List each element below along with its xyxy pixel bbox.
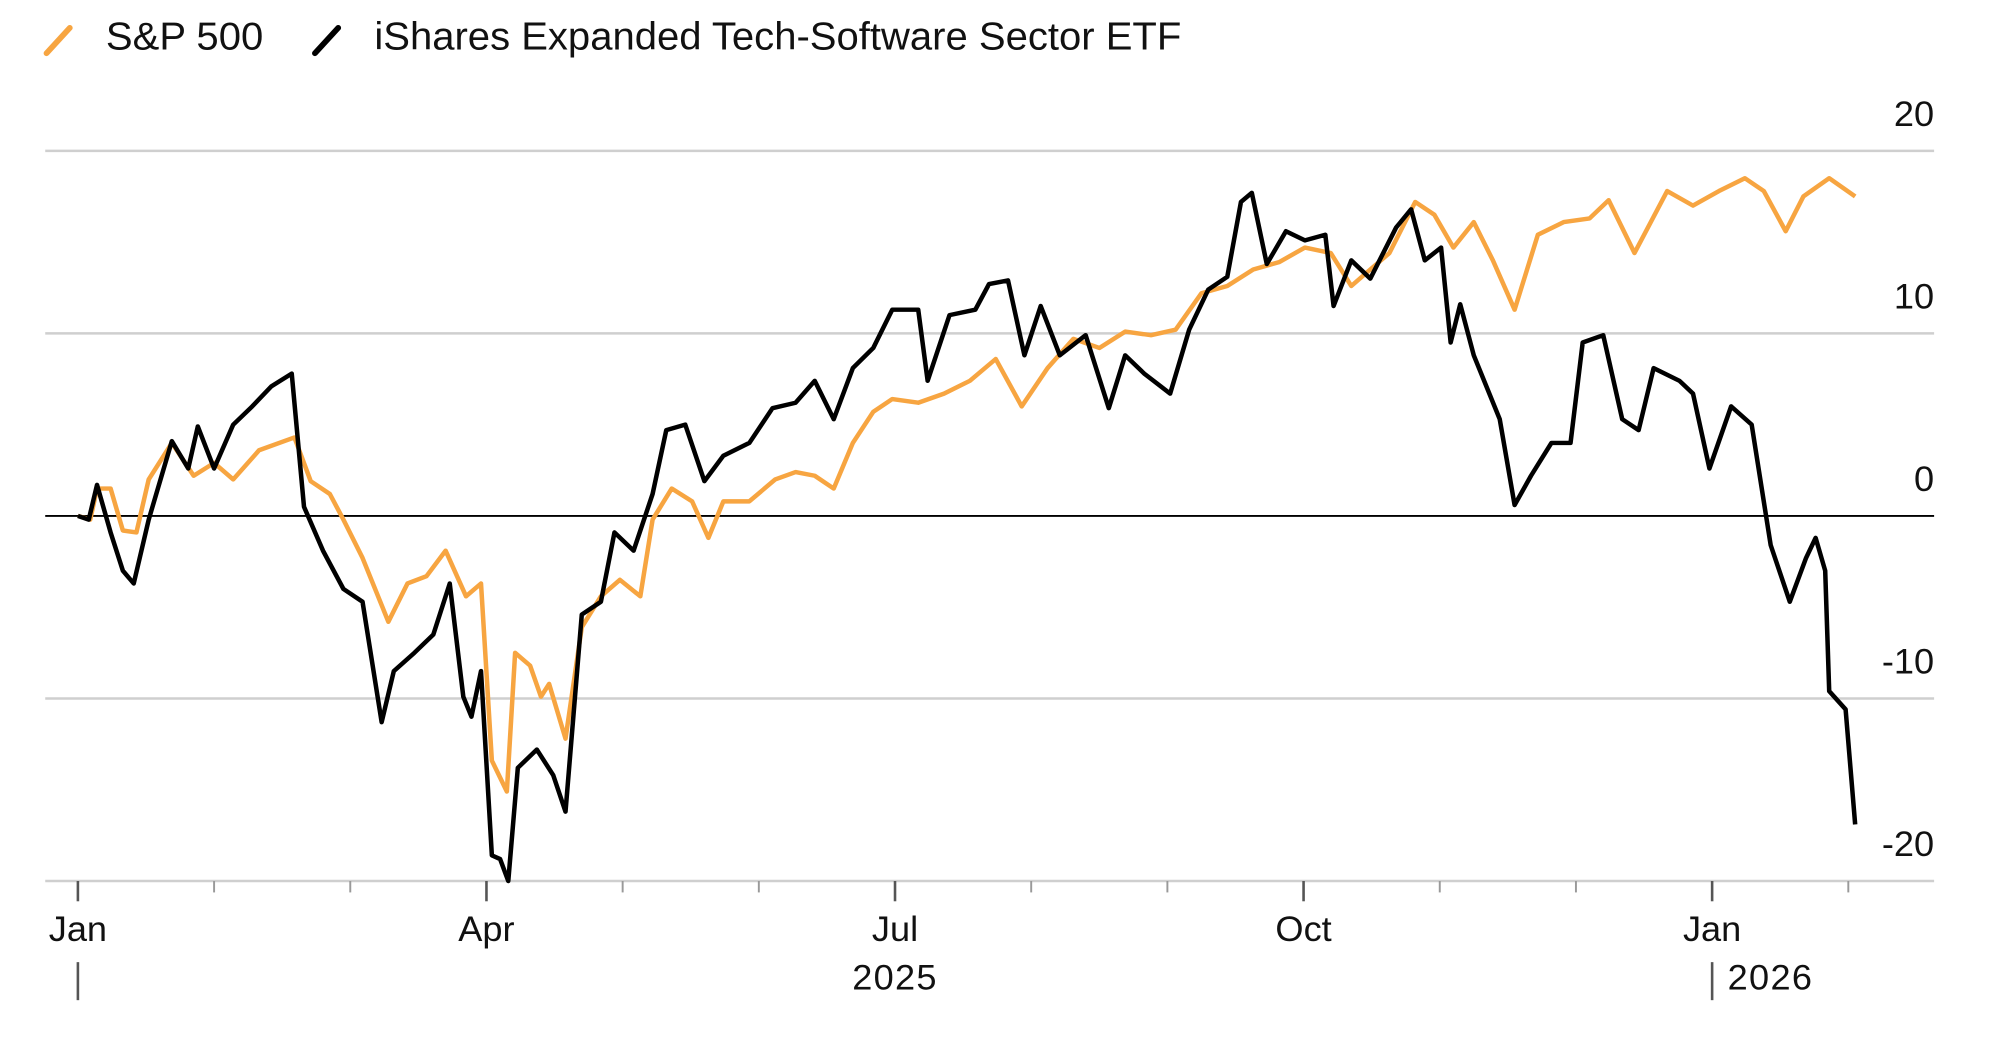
x-tick-label: Apr [458, 909, 514, 949]
year-label: 2026 [1728, 958, 1814, 998]
x-tick-label: Jan [49, 909, 107, 949]
legend-label: iShares Expanded Tech-Software Sector ET… [374, 15, 1181, 59]
legend-label: S&P 500 [106, 15, 263, 59]
y-tick-label: 0 [1914, 459, 1934, 499]
year-label: 2025 [852, 958, 938, 998]
legend-swatch [43, 25, 73, 57]
series-line [77, 190, 1858, 884]
x-tick-label: Jan [1683, 909, 1741, 949]
x-tick-label: Jul [872, 909, 918, 949]
y-tick-label: 20 [1894, 94, 1934, 134]
series-line [77, 176, 1857, 794]
legend-swatch [312, 25, 342, 57]
y-tick-label: -10 [1882, 642, 1934, 682]
x-tick-label: Oct [1275, 909, 1331, 949]
y-tick-label: -20 [1882, 824, 1934, 864]
y-tick-label: 10 [1894, 277, 1934, 317]
